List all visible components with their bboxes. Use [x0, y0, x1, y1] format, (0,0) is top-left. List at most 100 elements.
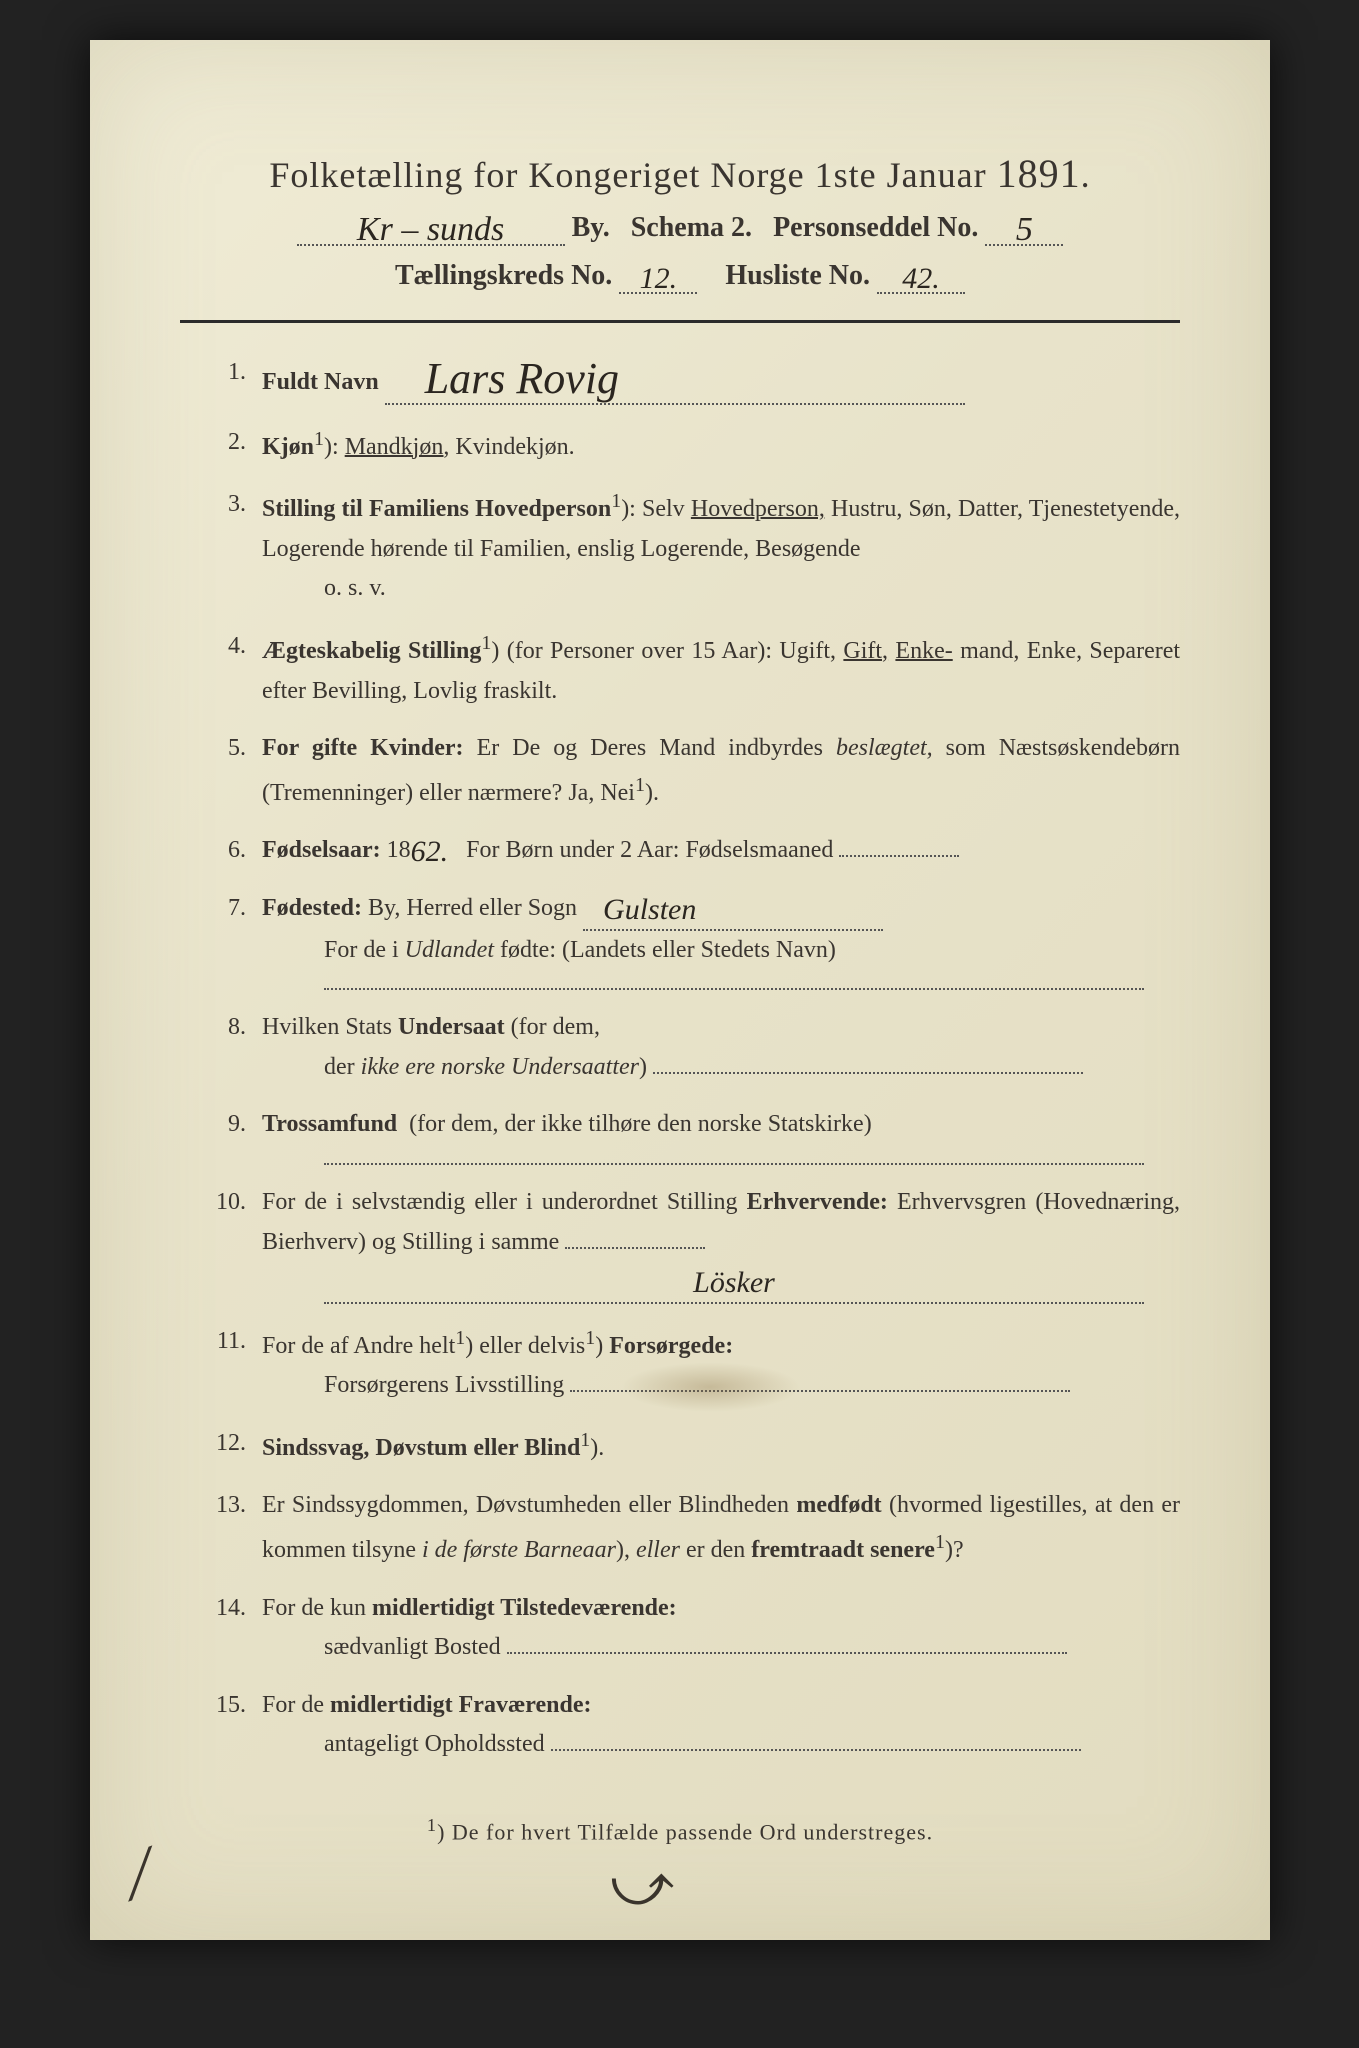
f13-eller: eller [636, 1537, 680, 1563]
f11-a: For de af Andre helt [262, 1333, 455, 1359]
field-11: 11. For de af Andre helt1) eller delvis1… [200, 1322, 1180, 1406]
field-15: 15. For de midlertidigt Fraværende: anta… [200, 1686, 1180, 1765]
f7-label: Fødested: [262, 895, 362, 921]
f7-line3 [324, 970, 1144, 990]
f3-osv: o. s. v. [324, 569, 1180, 609]
f2-sup: 1 [314, 428, 324, 450]
field-num-12: 12. [200, 1424, 246, 1464]
f15-a: For de [262, 1692, 324, 1718]
f13-a: Er Sindssygdommen, Døvstumheden eller Bl… [262, 1492, 789, 1518]
kreds-value: 12. [640, 264, 678, 294]
f11-dots [570, 1390, 1070, 1392]
f3-a: Selv [642, 496, 685, 522]
f5-sup: 1 [635, 774, 645, 796]
f11-line2: Forsørgerens Livsstilling [324, 1366, 1180, 1406]
f7-b: For de i [324, 937, 399, 963]
f2-opt2: Kvindekjøn. [455, 434, 574, 460]
f7-line2: For de i Udlandet fødte: (Landets eller … [324, 931, 1180, 971]
title-text: Folketælling for Kongeriget Norge 1ste J… [269, 155, 986, 195]
f4-gift: Gift, [843, 638, 888, 664]
f14-dots [507, 1652, 1067, 1654]
sub-line-1: Kr – sunds By. Schema 2. Personseddel No… [180, 209, 1180, 246]
corner-mark-left: ⟋ [109, 1836, 172, 1915]
f7-udl: Udlandet [405, 937, 494, 963]
f12-sup: 1 [580, 1429, 590, 1451]
field-13: 13. Er Sindssygdommen, Døvstumheden elle… [200, 1486, 1180, 1570]
f5-besl: beslægtet, [836, 735, 933, 761]
field-num-8: 8. [200, 1008, 246, 1048]
field-num-9: 9. [200, 1105, 246, 1145]
footnote-sup: 1 [427, 1815, 437, 1835]
f15-b: antageligt Opholdssted [324, 1731, 545, 1757]
f10-dots1 [565, 1247, 705, 1249]
f8-ikke: ikke ere norske Undersaatter [361, 1054, 639, 1080]
footnote-text: De for hvert Tilfælde passende Ord under… [452, 1819, 933, 1844]
f4-label: Ægteskabelig Stilling [262, 638, 481, 664]
f2-opt1: Mandkjøn, [345, 434, 450, 460]
f1-value: Lars Rovig [385, 357, 619, 401]
f7-line: Gulsten [583, 889, 883, 931]
field-9: 9. Trossamfund (for dem, der ikke tilhør… [200, 1105, 1180, 1165]
f13-ital: i de første Barneaar [422, 1537, 616, 1563]
title-year: 1891 [997, 151, 1081, 196]
kreds-label: Tællingskreds No. [395, 260, 612, 291]
f13-d: er den [686, 1537, 745, 1563]
field-num-11: 11. [200, 1322, 246, 1362]
f14-line2: sædvanligt Bosted [324, 1628, 1180, 1668]
f3-label: Stilling til Familiens Hovedperson [262, 496, 611, 522]
f7-value: Gulsten [583, 895, 696, 925]
field-num-15: 15. [200, 1686, 246, 1726]
f8-c: der [324, 1054, 355, 1080]
field-num-1: 1. [200, 353, 246, 393]
f10-a: For de i selvstændig eller i underordnet… [262, 1189, 738, 1215]
f1-line: Lars Rovig [385, 353, 965, 405]
f8-line2: der ikke ere norske Undersaatter) [324, 1048, 1180, 1088]
field-num-7: 7. [200, 889, 246, 929]
f14-a: For de kun [262, 1595, 366, 1621]
f9-text: (for dem, der ikke tilhøre den norske St… [409, 1111, 872, 1137]
f13-sup: 1 [935, 1531, 945, 1553]
f11-c: Forsørgerens Livsstilling [324, 1372, 564, 1398]
field-12: 12. Sindssvag, Døvstum eller Blind1). [200, 1424, 1180, 1469]
f10-erhv: Erhvervende: [747, 1189, 888, 1215]
field-6: 6. Fødselsaar: 1862. For Børn under 2 Aa… [200, 831, 1180, 871]
f11-b: eller delvis [479, 1333, 585, 1359]
f6-line [839, 855, 959, 857]
f10-dots2: Lösker [324, 1262, 1144, 1304]
field-num-4: 4. [200, 627, 246, 667]
f11-sup1: 1 [455, 1327, 465, 1349]
f3-hoved: Hovedperson, [691, 496, 825, 522]
f15-line2: antageligt Opholdssted [324, 1725, 1180, 1765]
husliste-label: Husliste No. [725, 260, 870, 291]
field-num-14: 14. [200, 1589, 246, 1629]
f14-label: midlertidigt Tilstedeværende: [372, 1595, 677, 1621]
f4-a: (for Personer over 15 Aar): Ugift, [507, 638, 836, 664]
f10-value: Lösker [693, 1268, 775, 1298]
f11-fors: Forsørgede: [609, 1333, 733, 1359]
f12-label: Sindssvag, Døvstum eller Blind [262, 1435, 580, 1461]
page-background: Folketælling for Kongeriget Norge 1ste J… [0, 0, 1359, 2048]
field-1: 1. Fuldt Navn Lars Rovig [200, 353, 1180, 405]
footnote: 1) De for hvert Tilfælde passende Ord un… [180, 1815, 1180, 1845]
field-8: 8. Hvilken Stats Undersaat (for dem, der… [200, 1008, 1180, 1087]
field-5: 5. For gifte Kvinder: Er De og Deres Man… [200, 729, 1180, 813]
f8-b: (for dem, [511, 1014, 600, 1040]
f7-c: fødte: (Landets eller Stedets Navn) [500, 937, 836, 963]
f8-dots [653, 1072, 1083, 1074]
f13-medf: medfødt [796, 1492, 881, 1518]
f9-dots [324, 1145, 1144, 1165]
f13-c: ), [616, 1537, 630, 1563]
f6-text: For Børn under 2 Aar: Fødselsmaaned [466, 837, 833, 863]
f8-a: Hvilken Stats [262, 1014, 392, 1040]
f13-q: ? [953, 1537, 964, 1563]
by-field: Kr – sunds [297, 209, 565, 246]
seddel-value: 5 [1016, 213, 1033, 247]
f11-sup2: 1 [585, 1327, 595, 1349]
f9-label: Trossamfund [262, 1111, 397, 1137]
sub-line-2: Tællingskreds No. 12. Husliste No. 42. [180, 260, 1180, 294]
form-title: Folketælling for Kongeriget Norge 1ste J… [180, 150, 1180, 197]
f6-label: Fødselsaar: [262, 837, 381, 863]
divider-rule [180, 320, 1180, 323]
f4-enke: Enke- [895, 638, 952, 664]
husliste-value: 42. [902, 264, 940, 294]
